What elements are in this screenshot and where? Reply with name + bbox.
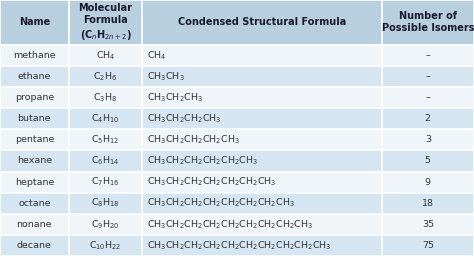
Text: C$_{10}$H$_{22}$: C$_{10}$H$_{22}$	[89, 239, 122, 252]
Bar	[382, 108, 474, 129]
Bar	[142, 0, 382, 45]
Bar	[142, 193, 382, 214]
Bar	[142, 108, 382, 129]
Text: CH$_3$CH$_2$CH$_2$CH$_2$CH$_2$CH$_3$: CH$_3$CH$_2$CH$_2$CH$_2$CH$_2$CH$_3$	[147, 155, 258, 167]
Text: C$_9$H$_{20}$: C$_9$H$_{20}$	[91, 218, 119, 231]
Text: –: –	[425, 93, 430, 102]
Bar	[0, 108, 69, 129]
Text: 18: 18	[422, 199, 434, 208]
Bar	[382, 172, 474, 193]
Bar	[142, 172, 382, 193]
Text: CH$_4$: CH$_4$	[147, 49, 167, 62]
Text: Name: Name	[19, 17, 50, 27]
Bar	[382, 193, 474, 214]
Bar	[382, 129, 474, 151]
Text: propane: propane	[15, 93, 54, 102]
Bar	[69, 151, 142, 172]
Bar	[0, 87, 69, 108]
Text: Number of
Possible Isomers: Number of Possible Isomers	[382, 12, 474, 33]
Bar	[382, 45, 474, 66]
Text: 5: 5	[425, 156, 431, 165]
Text: CH$_3$CH$_2$CH$_3$: CH$_3$CH$_2$CH$_3$	[147, 91, 203, 104]
Text: butane: butane	[18, 114, 51, 123]
Text: CH$_3$CH$_2$CH$_2$CH$_2$CH$_2$CH$_2$CH$_2$CH$_3$: CH$_3$CH$_2$CH$_2$CH$_2$CH$_2$CH$_2$CH$_…	[147, 197, 295, 209]
Text: Condensed Structural Formula: Condensed Structural Formula	[178, 17, 346, 27]
Bar	[0, 172, 69, 193]
Bar	[69, 172, 142, 193]
Bar	[0, 151, 69, 172]
Text: 9: 9	[425, 178, 431, 187]
Text: ethane: ethane	[18, 72, 51, 81]
Bar	[69, 87, 142, 108]
Bar	[382, 66, 474, 87]
Text: C$_8$H$_{18}$: C$_8$H$_{18}$	[91, 197, 119, 209]
Bar	[69, 66, 142, 87]
Bar	[382, 235, 474, 256]
Text: –: –	[425, 72, 430, 81]
Bar	[0, 66, 69, 87]
Bar	[142, 66, 382, 87]
Bar	[382, 0, 474, 45]
Bar	[0, 0, 69, 45]
Text: pentane: pentane	[15, 135, 54, 144]
Bar	[69, 0, 142, 45]
Text: C$_4$H$_{10}$: C$_4$H$_{10}$	[91, 112, 119, 125]
Bar	[69, 108, 142, 129]
Text: C$_5$H$_{12}$: C$_5$H$_{12}$	[91, 134, 119, 146]
Bar	[69, 129, 142, 151]
Text: CH$_3$CH$_2$CH$_2$CH$_2$CH$_2$CH$_2$CH$_2$CH$_2$CH$_3$: CH$_3$CH$_2$CH$_2$CH$_2$CH$_2$CH$_2$CH$_…	[147, 218, 313, 231]
Text: 3: 3	[425, 135, 431, 144]
Text: heptane: heptane	[15, 178, 54, 187]
Bar	[142, 87, 382, 108]
Text: nonane: nonane	[17, 220, 52, 229]
Bar	[382, 214, 474, 235]
Text: 75: 75	[422, 241, 434, 250]
Bar	[142, 214, 382, 235]
Text: CH$_3$CH$_3$: CH$_3$CH$_3$	[147, 70, 185, 83]
Bar	[69, 235, 142, 256]
Text: –: –	[425, 51, 430, 60]
Bar	[0, 193, 69, 214]
Bar	[69, 214, 142, 235]
Text: C$_3$H$_8$: C$_3$H$_8$	[93, 91, 118, 104]
Bar	[0, 214, 69, 235]
Bar	[0, 129, 69, 151]
Text: CH$_3$CH$_2$CH$_2$CH$_2$CH$_2$CH$_2$CH$_2$CH$_2$CH$_2$CH$_3$: CH$_3$CH$_2$CH$_2$CH$_2$CH$_2$CH$_2$CH$_…	[147, 239, 331, 252]
Text: CH$_3$CH$_2$CH$_2$CH$_3$: CH$_3$CH$_2$CH$_2$CH$_3$	[147, 112, 221, 125]
Text: CH$_3$CH$_2$CH$_2$CH$_2$CH$_3$: CH$_3$CH$_2$CH$_2$CH$_2$CH$_3$	[147, 134, 240, 146]
Bar	[69, 45, 142, 66]
Bar	[0, 235, 69, 256]
Text: CH$_3$CH$_2$CH$_2$CH$_2$CH$_2$CH$_2$CH$_3$: CH$_3$CH$_2$CH$_2$CH$_2$CH$_2$CH$_2$CH$_…	[147, 176, 276, 188]
Bar	[142, 129, 382, 151]
Bar	[69, 193, 142, 214]
Text: Molecular
Formula
(C$_n$H$_{2n+2}$): Molecular Formula (C$_n$H$_{2n+2}$)	[79, 3, 132, 42]
Bar	[142, 151, 382, 172]
Text: 2: 2	[425, 114, 431, 123]
Text: 35: 35	[422, 220, 434, 229]
Text: C$_6$H$_{14}$: C$_6$H$_{14}$	[91, 155, 120, 167]
Bar	[0, 45, 69, 66]
Text: octane: octane	[18, 199, 51, 208]
Text: methane: methane	[13, 51, 55, 60]
Text: decane: decane	[17, 241, 52, 250]
Text: hexane: hexane	[17, 156, 52, 165]
Bar	[382, 151, 474, 172]
Text: C$_7$H$_{16}$: C$_7$H$_{16}$	[91, 176, 120, 188]
Text: CH$_4$: CH$_4$	[96, 49, 115, 62]
Bar	[142, 45, 382, 66]
Bar	[382, 87, 474, 108]
Text: C$_2$H$_6$: C$_2$H$_6$	[93, 70, 118, 83]
Bar	[142, 235, 382, 256]
